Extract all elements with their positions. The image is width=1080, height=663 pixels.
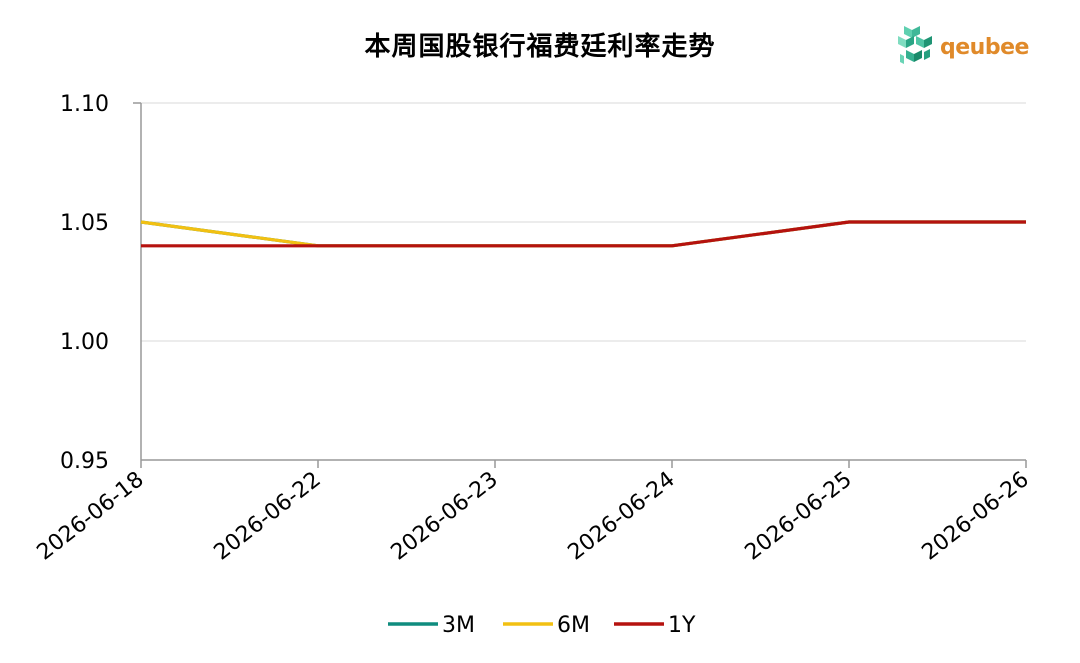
legend-label-3m: 3M (442, 613, 475, 638)
x-tick-label: 2026-06-24 (564, 467, 680, 565)
legend-label-6m: 6M (557, 613, 590, 638)
x-tick-labels: 2026-06-18 2026-06-22 2026-06-23 2026-06-24… (33, 467, 1034, 565)
series-line-3m (140, 220, 1026, 248)
series-lines (140, 220, 1026, 248)
legend-label-1y: 1Y (668, 613, 696, 638)
y-tick-label: 1.00 (60, 330, 109, 355)
y-tick-labels: 0.95 1.00 1.05 1.10 (60, 92, 109, 474)
series-line-1y (141, 220, 1026, 248)
cube-logo-icon (898, 26, 932, 64)
chart-title: 本周国股银行福费廷利率走势 (364, 32, 716, 62)
series-line-6m (140, 220, 1026, 248)
x-tick-label: 2026-06-22 (210, 467, 326, 565)
x-tick-label: 2026-06-26 (918, 467, 1034, 565)
x-tick-label: 2026-06-25 (741, 467, 857, 565)
x-tick-label: 2026-06-23 (387, 467, 503, 565)
y-tick-label: 1.05 (60, 211, 109, 236)
y-tick-label: 0.95 (60, 449, 109, 474)
legend: 3M 6M 1Y (388, 613, 696, 638)
logo-text: qeubee (940, 34, 1029, 60)
axes (133, 102, 1027, 468)
x-tick-label: 2026-06-18 (33, 467, 149, 565)
y-tick-label: 1.10 (60, 92, 109, 117)
logo: qeubee (896, 24, 1029, 70)
